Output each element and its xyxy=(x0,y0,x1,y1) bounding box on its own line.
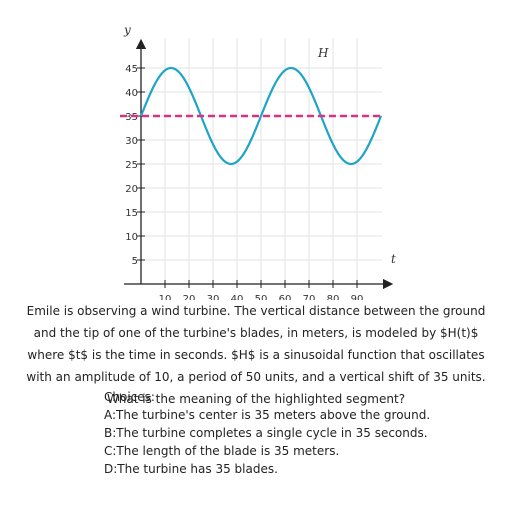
x-tick-label: 70 xyxy=(303,294,316,300)
grid-lines xyxy=(141,38,382,284)
x-tick-label: 20 xyxy=(183,294,196,300)
y-tick-label: 25 xyxy=(125,160,138,171)
y-tick-label: 30 xyxy=(125,136,138,147)
y-tick-label: 20 xyxy=(125,184,138,195)
x-tick-label: 30 xyxy=(207,294,220,300)
choice-c[interactable]: C:The length of the blade is 35 meters. xyxy=(104,444,340,458)
y-tick-label: 10 xyxy=(125,232,138,243)
x-tick-label: 50 xyxy=(255,294,268,300)
x-tick-label: 10 xyxy=(159,294,172,300)
choice-a[interactable]: A:The turbine's center is 35 meters abov… xyxy=(104,408,431,422)
choices-heading: Choices: xyxy=(104,390,155,404)
y-tick-label: 35 xyxy=(125,112,138,123)
choice-b[interactable]: B:The turbine completes a single cycle i… xyxy=(104,426,428,440)
choices-block: Choices: A:The turbine's center is 35 me… xyxy=(104,388,504,478)
y-tick-label: 45 xyxy=(125,64,138,75)
question-text: Emile is observing a wind turbine. The v… xyxy=(26,304,486,406)
y-axis-label: y xyxy=(123,23,131,37)
x-tick-label: 40 xyxy=(231,294,244,300)
series-h-curve xyxy=(139,66,383,166)
tick-labels: 10 20 30 40 50 60 70 80 90 5 10 15 20 25 30 35 40 45 xyxy=(125,64,363,300)
y-tick-label: 5 xyxy=(132,256,138,267)
y-tick-label: 40 xyxy=(125,88,138,99)
x-tick-label: 80 xyxy=(327,294,340,300)
y-tick-label: 15 xyxy=(125,208,138,219)
x-tick-label: 60 xyxy=(279,294,292,300)
x-axis-label: t xyxy=(391,252,396,266)
x-tick-label: 90 xyxy=(351,294,364,300)
series-label-h: H xyxy=(317,46,329,60)
choice-d[interactable]: D:The turbine has 35 blades. xyxy=(104,462,278,476)
